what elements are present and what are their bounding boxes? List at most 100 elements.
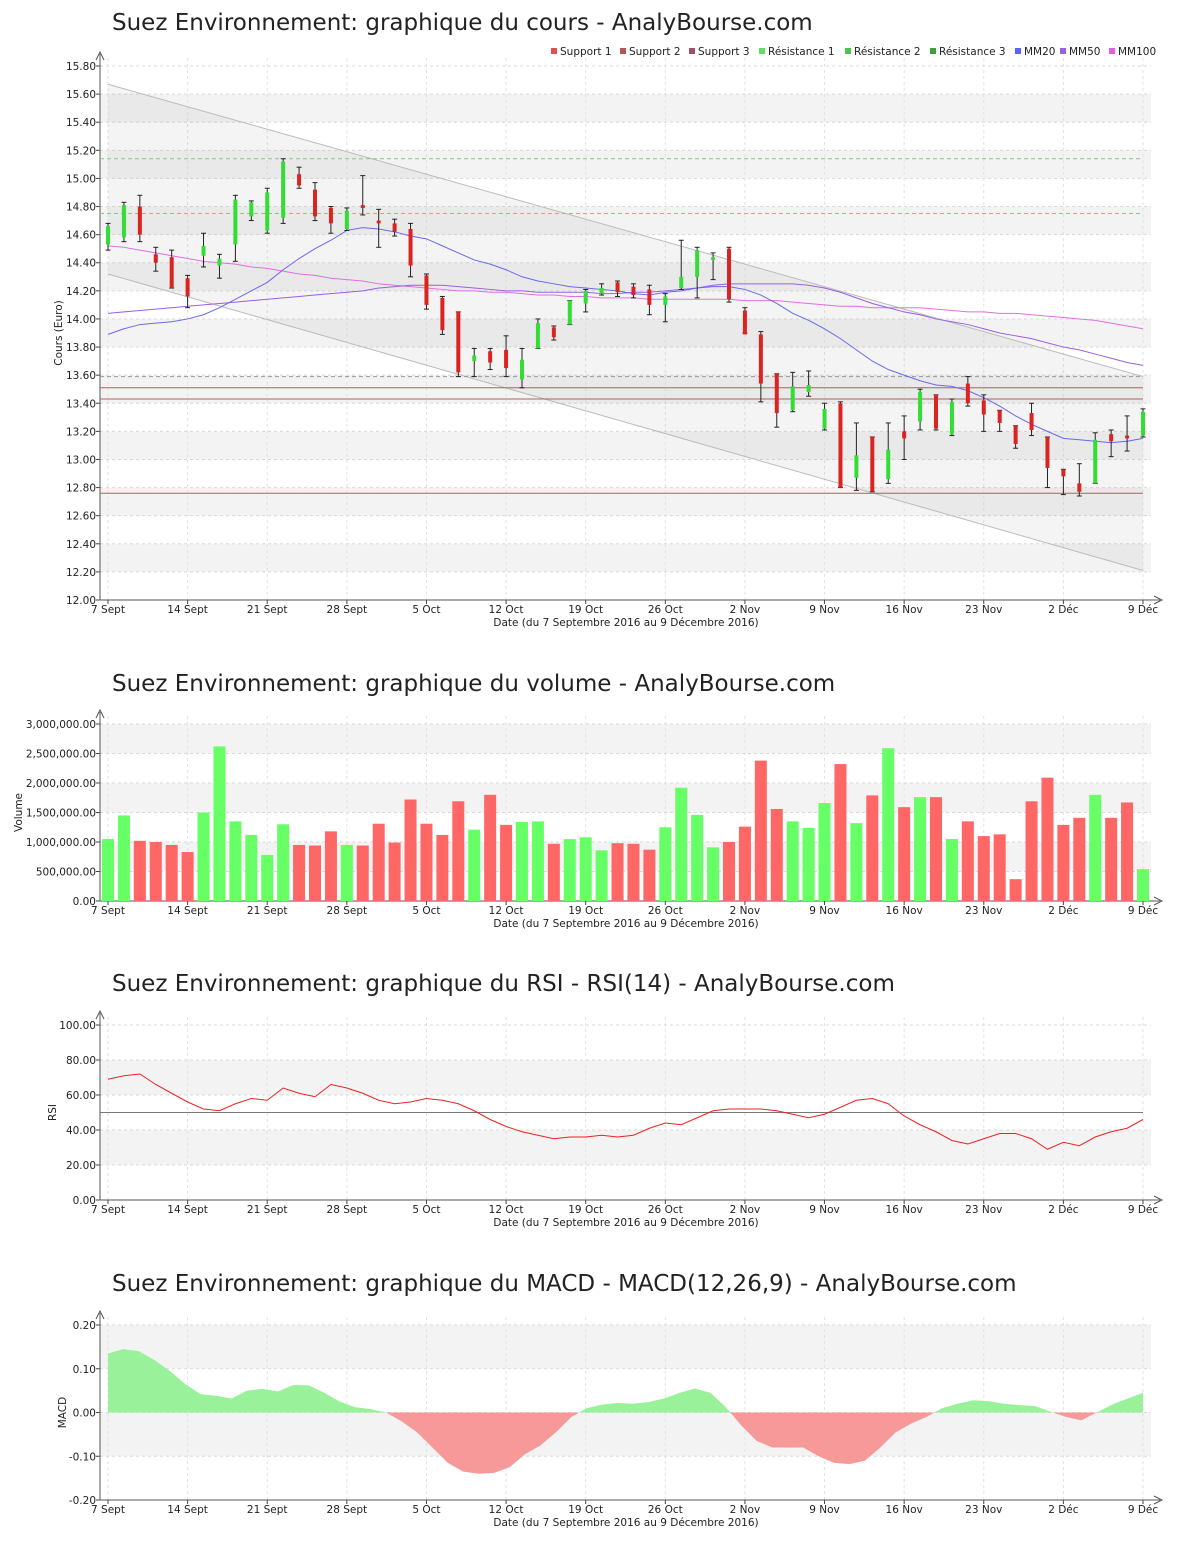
legend-swatch [1109, 48, 1115, 54]
candle-body [249, 202, 254, 217]
volume-bar [945, 839, 958, 901]
volume-bar [723, 842, 735, 901]
candle-body [297, 174, 302, 186]
candle-body [822, 408, 827, 429]
price-ytick-label: 14.40 [66, 258, 96, 270]
price-grid-band [100, 262, 1151, 291]
price-xtick-label: 21 Sept [247, 604, 288, 616]
volume-ytick-label: 1,000,000.00 [26, 837, 96, 849]
legend-label: Support 1 [560, 46, 612, 58]
candle-body [1077, 483, 1082, 492]
volume-bar [420, 823, 433, 901]
candle-body [520, 359, 524, 380]
volume-bar [181, 852, 194, 901]
candle-body [424, 275, 429, 305]
volume-ytick-label: 500,000.00 [36, 867, 96, 879]
volume-bar [436, 834, 449, 901]
rsi-grid-band [100, 1060, 1151, 1095]
volume-xtick-label: 16 Nov [886, 905, 923, 917]
price-xtick-label: 2 Nov [730, 604, 761, 616]
candle-body [328, 207, 333, 224]
rsi-ytick-label: 60.00 [66, 1090, 96, 1102]
volume-ytick-label: 0.00 [73, 896, 96, 908]
price-x-axis-arrow [1153, 595, 1164, 605]
volume-bar [468, 829, 481, 901]
candle-body [567, 300, 572, 325]
macd-ytick-label: 0.10 [73, 1364, 96, 1376]
legend-label: MM50 [1069, 46, 1100, 58]
legend-label: MM100 [1118, 46, 1156, 58]
price-xtick-label: 14 Sept [167, 604, 208, 616]
candle-body [233, 199, 238, 245]
volume-bar [1041, 777, 1054, 901]
rsi-chart-title: Suez Environnement: graphique du RSI - R… [112, 971, 895, 997]
volume-bar [659, 827, 672, 901]
volume-bar [340, 844, 353, 901]
candle-body [695, 250, 700, 277]
volume-xtick-label: 14 Sept [167, 905, 208, 917]
volume-bar [452, 801, 465, 901]
rsi-line [107, 1073, 1144, 1150]
candle-body [679, 276, 684, 289]
price-xtick-label: 19 Oct [568, 604, 603, 616]
candle-body [965, 383, 970, 404]
macd-xtick-label: 23 Nov [965, 1504, 1002, 1516]
volume-xtick-label: 5 Oct [412, 905, 440, 917]
macd-xtick-label: 12 Oct [489, 1504, 524, 1516]
candle-body [886, 449, 891, 480]
legend-swatch [1060, 48, 1066, 54]
legend-swatch [1015, 48, 1021, 54]
price-xtick-label: 28 Sept [327, 604, 368, 616]
volume-bar [197, 812, 210, 901]
candle-body [1013, 425, 1018, 445]
volume-bar [977, 836, 990, 901]
rsi-xtick-label: 12 Oct [489, 1204, 524, 1216]
price-xtick-label: 7 Sept [91, 604, 125, 616]
price-xtick-label: 9 Déc [1128, 604, 1159, 616]
volume-ytick-label: 2,000,000.00 [26, 778, 96, 790]
legend-label: Résistance 1 [768, 46, 835, 58]
rsi-y-axis-title: RSI [47, 1104, 59, 1121]
volume-bar [802, 827, 815, 901]
macd-xtick-label: 21 Sept [247, 1504, 288, 1516]
price-x-axis-title: Date (du 7 Septembre 2016 au 9 Décembre … [493, 617, 758, 629]
candle-body [488, 351, 493, 363]
volume-bar [611, 843, 624, 901]
rsi-y-axis-arrow [95, 1009, 105, 1020]
volume-bar [531, 821, 544, 901]
volume-xtick-label: 12 Oct [489, 905, 524, 917]
price-grid-band [100, 543, 1151, 572]
macd-xtick-label: 5 Oct [412, 1504, 440, 1516]
rsi-xtick-label: 19 Oct [568, 1204, 603, 1216]
volume-bar [117, 815, 130, 901]
macd-ytick-label: 0.20 [73, 1320, 96, 1332]
candle-body [934, 394, 938, 429]
price-ytick-label: 12.40 [66, 539, 96, 551]
macd-negative-area [1052, 1412, 1097, 1421]
volume-bar [102, 839, 114, 901]
candle-body [631, 286, 636, 296]
macd-x-axis-arrow [1153, 1495, 1164, 1505]
macd-ytick-label: 0.00 [73, 1408, 96, 1420]
volume-grid-band [100, 783, 1151, 813]
volume-bar [993, 834, 1006, 901]
candle-body [360, 205, 365, 208]
candle-body [711, 257, 716, 260]
price-ytick-label: 15.00 [66, 173, 96, 185]
rsi-x-axis-arrow [1153, 1195, 1164, 1205]
volume-bar [500, 824, 513, 901]
candle-body [838, 403, 843, 488]
price-xtick-label: 12 Oct [489, 604, 524, 616]
volume-bar [484, 794, 497, 901]
candle-body [376, 220, 381, 224]
volume-bar [547, 843, 560, 901]
macd-xtick-label: 28 Sept [327, 1504, 368, 1516]
price-ytick-label: 13.20 [66, 426, 96, 438]
volume-xtick-label: 19 Oct [568, 905, 603, 917]
volume-bar [643, 849, 656, 901]
rsi-ytick-label: 40.00 [66, 1125, 96, 1137]
volume-bar [404, 799, 417, 901]
macd-y-axis-arrow [95, 1309, 105, 1320]
legend-label: Résistance 2 [854, 46, 921, 58]
price-ytick-label: 13.40 [66, 398, 96, 410]
